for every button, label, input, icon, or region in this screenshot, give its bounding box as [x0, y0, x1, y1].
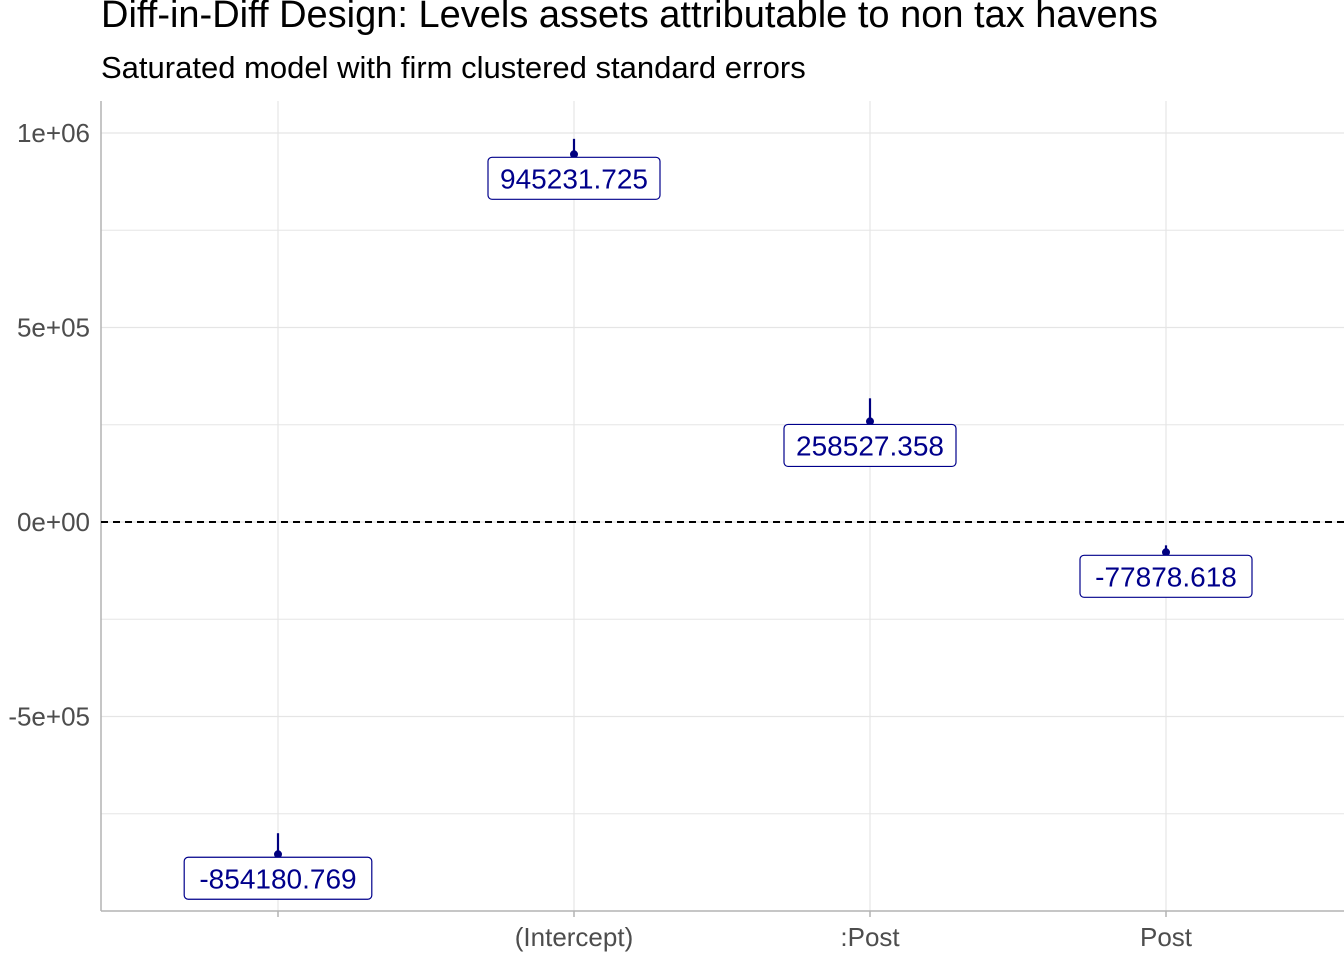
coefficient-3: -77878.618 [1079, 545, 1253, 598]
estimate-label: 945231.725 [500, 163, 648, 194]
chart-subtitle: Saturated model with firm clustered stan… [101, 50, 806, 85]
x-tick-label: :Post [840, 922, 900, 952]
estimate-label: -854180.769 [199, 863, 356, 894]
estimate-label-box [783, 423, 957, 468]
estimate-label: -77878.618 [1095, 561, 1237, 592]
point-estimate [570, 150, 578, 159]
estimate-label-box [1079, 554, 1253, 598]
chart-title: Diff-in-Diff Design: Levels assets attri… [101, 0, 1158, 36]
coefficient-0: -854180.769 [183, 833, 373, 900]
coefficient-2: 258527.358 [783, 398, 957, 468]
estimate-label-box [183, 856, 373, 900]
point-estimate [274, 850, 282, 859]
y-tick-labels: 1e+06 5e+05 0e+00 -5e+05 [8, 118, 90, 732]
point-estimate [866, 417, 874, 426]
coefficient-1: 945231.725 [487, 138, 661, 200]
y-tick-label: 5e+05 [17, 313, 90, 343]
y-tick-label: 1e+06 [17, 118, 90, 148]
point-estimate [1162, 548, 1170, 557]
x-tick-label: (Intercept) [515, 922, 634, 952]
grid-lines [101, 101, 1344, 911]
y-tick-label: -5e+05 [8, 702, 90, 732]
x-tick-labels: (Intercept) :Post Post [515, 922, 1193, 952]
coefficient-marks: -854180.769 945231.725 258527.358 -77878.61… [183, 138, 1253, 900]
x-tick-label: Post [1140, 922, 1193, 952]
axes [100, 101, 1344, 917]
y-tick-label: 0e+00 [17, 507, 90, 537]
estimate-label-box [487, 156, 661, 200]
estimate-label: 258527.358 [796, 430, 944, 461]
